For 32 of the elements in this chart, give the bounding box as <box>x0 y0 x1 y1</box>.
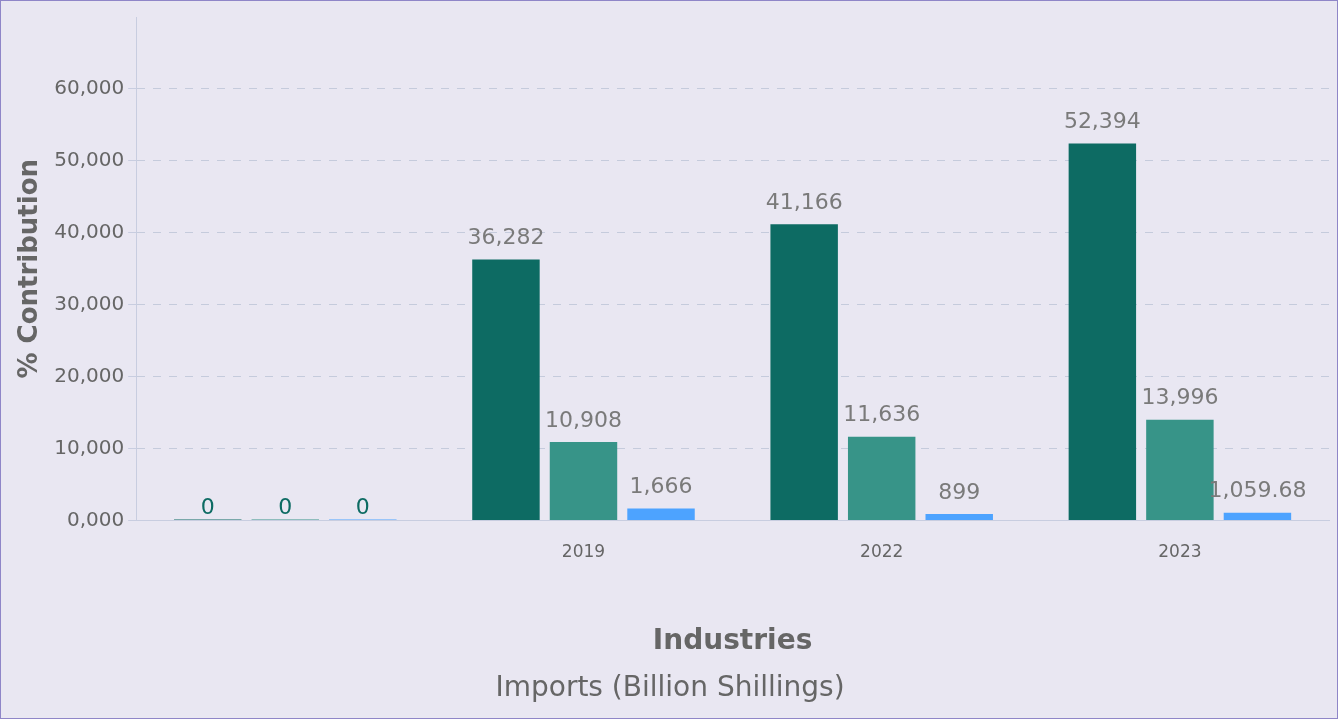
y-tick-label: 20,000 <box>54 362 125 387</box>
bar <box>925 513 993 520</box>
data-label: 1,666 <box>629 473 693 499</box>
bar <box>472 259 540 520</box>
bar <box>770 224 838 520</box>
bar <box>627 508 695 520</box>
x-axis-title: Industries <box>652 622 813 656</box>
bar <box>847 436 916 520</box>
y-tick-label: 60,000 <box>54 75 125 100</box>
data-label: 10,908 <box>545 406 622 432</box>
data-label: 41,166 <box>765 189 843 215</box>
data-label: 899 <box>938 478 981 504</box>
bar <box>549 441 618 520</box>
y-tick-label: 40,000 <box>54 218 125 243</box>
y-tick-label: 0,000 <box>66 506 125 531</box>
y-tick-label: 30,000 <box>54 290 125 315</box>
x-tick-label: 2023 <box>1158 541 1202 562</box>
data-label: 0 <box>200 494 215 520</box>
data-label: 11,636 <box>843 401 921 427</box>
data-label: 13,996 <box>1141 384 1219 410</box>
y-tick-label: 10,000 <box>54 434 125 459</box>
data-label: 0 <box>355 494 370 520</box>
data-label: 36,282 <box>467 224 545 250</box>
text: Imports (Billion Shillings) <box>495 670 845 704</box>
y-axis-title: % Contribution <box>13 158 44 379</box>
x-tick-label: 2019 <box>561 541 606 562</box>
data-label: 0 <box>278 494 293 520</box>
bar <box>1223 512 1292 520</box>
bar <box>1068 143 1137 520</box>
y-tick-label: 50,000 <box>54 147 125 172</box>
data-label: 52,394 <box>1063 108 1141 134</box>
x-tick-label: 2022 <box>860 541 904 562</box>
